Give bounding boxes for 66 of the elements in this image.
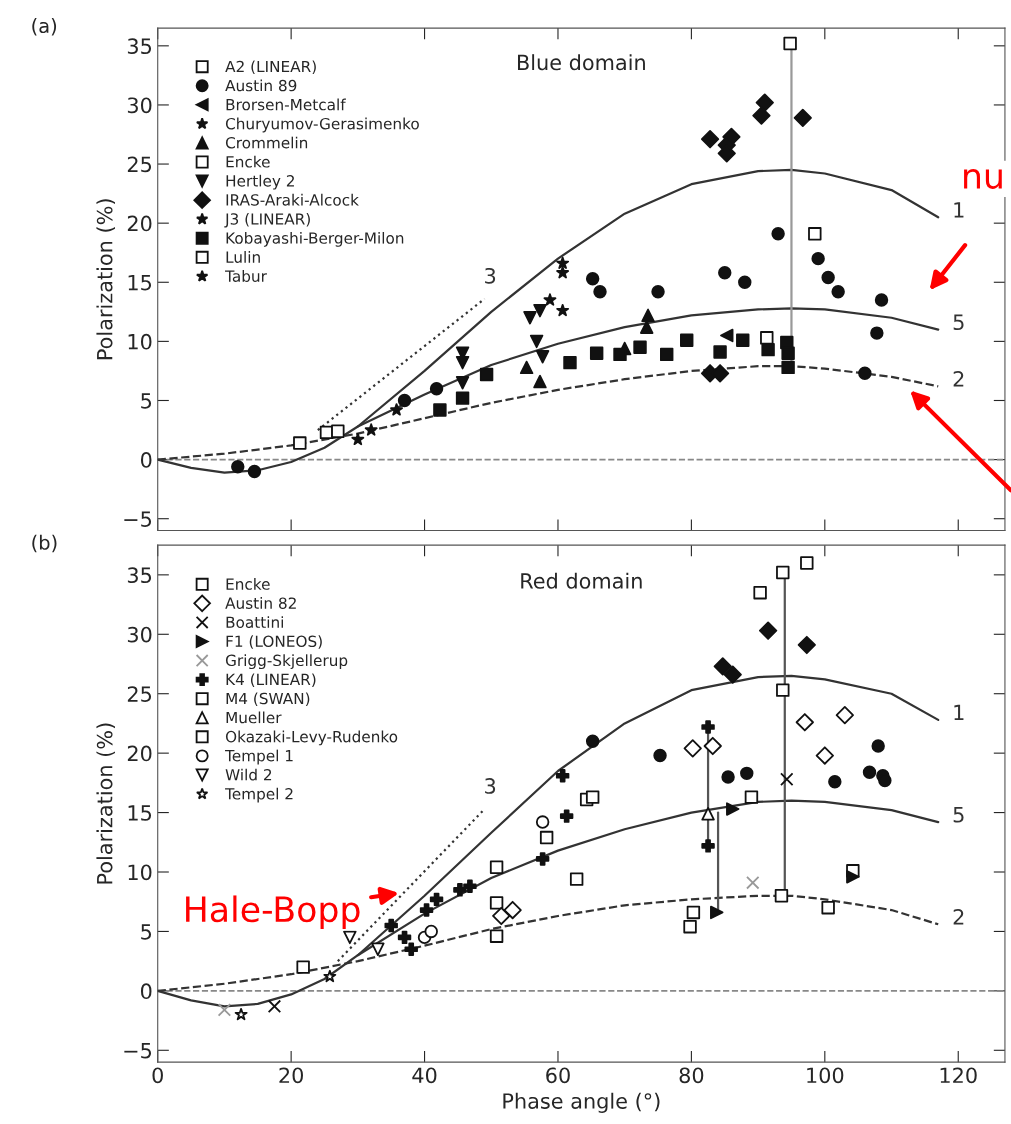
y-tick-label: 25 bbox=[127, 686, 152, 702]
y-tick-label: 15 bbox=[128, 275, 152, 291]
y-tick-label: −5 bbox=[124, 1043, 152, 1059]
legend-label: Churyumov-Gerasimenko bbox=[225, 117, 419, 133]
x-tick-label: 60 bbox=[546, 1067, 570, 1084]
legend-label: Boattini bbox=[226, 616, 283, 628]
y-tick-label: 20 bbox=[127, 745, 152, 762]
legend-label: Tempel 2 bbox=[225, 787, 293, 803]
legend-label: Austin 89 bbox=[225, 79, 297, 92]
legend-label: F1 (LONEOS) bbox=[226, 635, 322, 649]
legend-label: Brorsen-Metcalf bbox=[226, 98, 346, 111]
legend-label: Mueller bbox=[226, 711, 282, 724]
legend-label: IRAS-Araki-Alcock bbox=[226, 193, 359, 206]
y-tick-label: 5 bbox=[141, 924, 152, 940]
legend-label: A2 (LINEAR) bbox=[225, 60, 316, 75]
x-axis-title: Phase angle (°) bbox=[503, 1092, 660, 1113]
y-tick-label: 30 bbox=[127, 626, 152, 643]
x-tick-label: 100 bbox=[807, 1067, 844, 1084]
legend-label: Crommelin bbox=[225, 136, 308, 149]
y-tick-label: 35 bbox=[127, 38, 152, 55]
legend-label: Kobayashi-Berger-Milon bbox=[226, 231, 404, 247]
y-axis-title: Polarization (%) bbox=[96, 723, 115, 884]
series-label: 5 bbox=[953, 314, 964, 331]
y-tick-label: 30 bbox=[127, 97, 152, 114]
y-tick-label: −5 bbox=[124, 511, 152, 527]
series-label: 1 bbox=[954, 202, 964, 218]
legend-label: Wild 2 bbox=[225, 768, 272, 781]
y-tick-label: 5 bbox=[141, 393, 152, 409]
legend-label: Okazaki-Levy-Rudenko bbox=[225, 730, 398, 746]
y-tick-label: 0 bbox=[140, 983, 152, 1000]
legend-label: J3 (LINEAR) bbox=[224, 212, 310, 228]
annotation: Hale-Bopp bbox=[186, 895, 360, 930]
y-tick-label: 25 bbox=[127, 156, 152, 173]
series-label: 2 bbox=[953, 371, 964, 387]
legend-label: Grigg-Skjellerup bbox=[225, 654, 348, 670]
legend-label: Hertley 2 bbox=[226, 174, 294, 190]
series-label: 3 bbox=[485, 778, 496, 794]
legend-label: Tempel 1 bbox=[225, 749, 293, 765]
x-tick-label: 40 bbox=[412, 1067, 437, 1084]
legend-label: Austin 82 bbox=[225, 597, 296, 609]
y-tick-label: 20 bbox=[127, 215, 152, 232]
series-label: 5 bbox=[953, 807, 964, 823]
legend-label: Tabur bbox=[225, 270, 267, 282]
series-label: 2 bbox=[953, 909, 964, 925]
annotation: nu bbox=[964, 168, 1002, 189]
legend-label: Encke bbox=[226, 578, 270, 590]
text: Blue domain bbox=[517, 54, 645, 71]
series-label: 1 bbox=[954, 704, 964, 721]
y-axis-title: Polarization (%) bbox=[96, 199, 115, 360]
text: (a) bbox=[32, 18, 57, 36]
y-tick-label: 15 bbox=[128, 805, 152, 821]
legend-label: M4 (SWAN) bbox=[226, 692, 310, 707]
x-tick-label: 0 bbox=[152, 1067, 163, 1084]
legend-label: Lulin bbox=[226, 251, 260, 263]
y-tick-label: 35 bbox=[127, 567, 152, 584]
x-tick-label: 20 bbox=[279, 1067, 304, 1084]
series-label: 3 bbox=[485, 267, 496, 284]
x-tick-label: 80 bbox=[679, 1067, 704, 1084]
legend-label: Encke bbox=[226, 155, 270, 168]
y-tick-label: 10 bbox=[128, 333, 152, 350]
y-tick-label: 0 bbox=[140, 452, 152, 468]
legend-label: K4 (LINEAR) bbox=[226, 673, 316, 687]
text: Red domain bbox=[521, 572, 642, 589]
x-tick-label: 120 bbox=[940, 1067, 977, 1084]
text: (b) bbox=[32, 534, 57, 553]
y-tick-label: 10 bbox=[128, 864, 152, 881]
